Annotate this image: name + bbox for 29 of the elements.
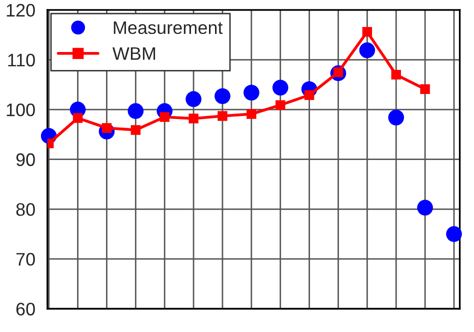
point	[275, 100, 286, 110]
point	[304, 90, 314, 100]
y-tick-label: 120	[6, 4, 35, 17]
point	[244, 84, 260, 101]
point	[362, 27, 372, 37]
point	[188, 114, 198, 124]
point	[420, 84, 430, 94]
point	[186, 91, 202, 108]
point	[218, 111, 228, 121]
point	[272, 80, 288, 96]
y-tick-label: 60	[16, 302, 35, 316]
point	[130, 125, 141, 135]
legend-label: WBM	[112, 47, 156, 60]
point	[72, 113, 83, 123]
point	[160, 112, 170, 122]
point	[246, 109, 256, 119]
point	[417, 200, 433, 216]
point	[359, 42, 376, 58]
legend-label: Measurement	[114, 21, 223, 34]
y-tick-label: 100	[6, 103, 35, 116]
point	[128, 103, 144, 119]
point	[391, 70, 401, 80]
y-tick-label: 90	[16, 153, 35, 166]
y-tick-label: 70	[16, 252, 35, 266]
y-tick-label: 110	[8, 54, 35, 66]
point	[214, 88, 230, 104]
point	[446, 226, 462, 242]
point	[388, 110, 404, 126]
y-tick-label: 80	[16, 203, 35, 216]
